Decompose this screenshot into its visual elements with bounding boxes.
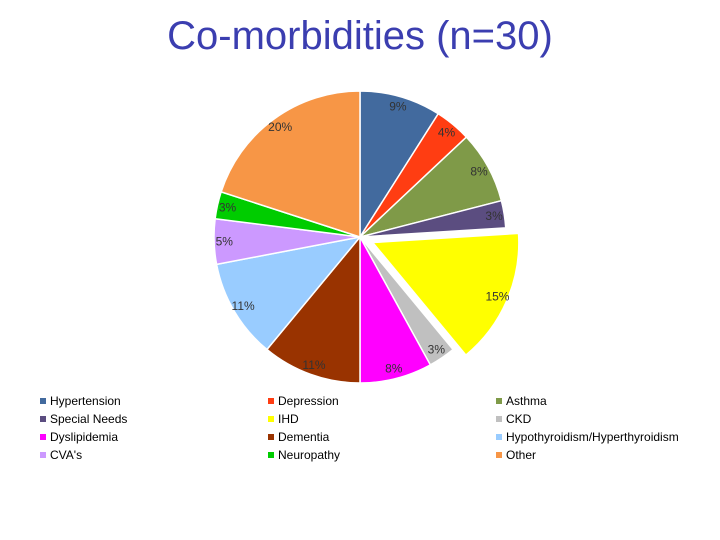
legend-swatch [496,452,502,458]
pie-label-hypertension: 9% [389,100,407,114]
pie-label-cva-s: 5% [216,234,234,248]
legend-item-hypertension: Hypertension [40,394,121,408]
legend-label: CKD [506,412,532,426]
legend-swatch [496,434,502,440]
pie-label-ihd: 15% [485,289,509,303]
legend-label: Asthma [506,394,547,408]
legend-label: Dyslipidemia [50,430,119,444]
legend-item-special-needs: Special Needs [40,412,127,426]
pie-labels: 9% 4% 8% 3% 15% 3% 8% 11% 11% 5% 3% 20% [216,100,510,376]
legend-swatch [496,398,502,404]
legend-item-ckd: CKD [496,412,531,426]
pie-label-neuropathy: 3% [219,200,237,214]
legend-label: Neuropathy [278,448,341,462]
legend-label: CVA's [50,448,83,462]
legend-swatch [40,434,46,440]
legend-swatch [40,452,46,458]
pie-label-asthma: 8% [470,165,488,179]
legend-swatch [268,398,274,404]
pie-slice-other [220,90,361,239]
pie-label-dementia: 11% [302,358,325,372]
pie-slice-hypothyroidism-hyperthyroidism [215,235,362,351]
pie-label-hypothyroidism-hyperthyroidism: 11% [232,299,255,313]
legend-label: Depression [278,394,339,408]
legend-item-depression: Depression [268,394,339,408]
legend-label: Special Needs [50,412,128,426]
legend-swatch [268,452,274,458]
pie-slice-hypertension [359,90,440,240]
legend-swatch [268,434,274,440]
legend-swatch [40,398,46,404]
legend-item-cva-s: CVA's [40,448,82,462]
legend-label: IHD [278,412,299,426]
pie-slice-special-needs [359,199,507,238]
legend-item-asthma: Asthma [496,394,547,408]
legend-label: Hypertension [50,394,121,408]
legend-item-neuropathy: Neuropathy [268,448,340,462]
chart-title: Co-morbidities (n=30) [167,14,553,58]
pie-label-depression: 4% [438,125,456,139]
legend-item-dementia: Dementia [268,430,329,444]
legend-label: Hypothyroidism/Hyperthyroidism [506,430,679,444]
pie-label-ckd: 3% [428,342,446,356]
pie-slice-dementia [265,234,361,384]
legend-item-hypothyroidism-hyperthyroidism: Hypothyroidism/Hyperthyroidism [496,430,679,444]
legend-swatch [496,416,502,422]
legend-item-other: Other [496,448,536,462]
legend-swatch [40,416,46,422]
pie-label-other: 20% [268,120,292,134]
pie-label-dyslipidemia: 8% [385,362,403,376]
legend-item-ihd: IHD [268,412,299,426]
legend: Hypertension Depression Asthma Special Need… [40,394,720,474]
legend-label: Dementia [278,430,330,444]
legend-swatch [268,416,274,422]
legend-item-dyslipidemia: Dyslipidemia [40,430,118,444]
pie-chart: 9% 4% 8% 3% 15% 3% 8% 11% 11% 5% 3% 20% [213,90,520,384]
legend-label: Other [506,448,537,462]
pie-slice-ihd [371,232,520,357]
pie-slices [213,90,520,384]
pie-label-special-needs: 3% [485,209,503,223]
